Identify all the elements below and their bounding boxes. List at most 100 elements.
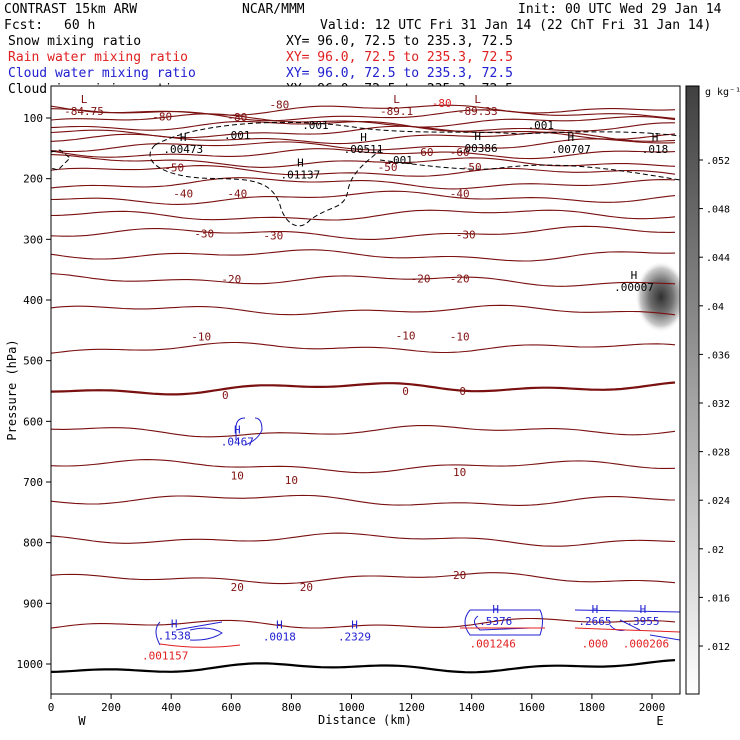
- isotherm-line: [51, 249, 676, 262]
- y-tick-label: 300: [23, 233, 43, 246]
- field-xy-snow: XY= 96.0, 72.5 to 235.3, 72.5: [286, 34, 513, 49]
- extremum-mark: H: [592, 603, 599, 616]
- field-xy-cloud-water: XY= 96.0, 72.5 to 235.3, 72.5: [286, 66, 513, 81]
- contour-value-label: -10: [450, 331, 470, 344]
- x-axis-label: Distance (km): [318, 713, 412, 727]
- plot-area: .001 .001 .001 .001 -80 -80 -80 -80 -60 -60 -50 -5…: [51, 86, 680, 694]
- y-tick-label: 200: [23, 173, 43, 186]
- isotherm-line: [51, 659, 676, 674]
- colorbar-tick-label: .04: [706, 302, 724, 313]
- x-tick-label: 200: [101, 701, 121, 714]
- isotherm-line: [51, 273, 676, 287]
- extremum-value: .00707: [551, 143, 591, 156]
- x-tick-label: 1400: [458, 701, 485, 714]
- extremum-mark: L: [81, 93, 88, 106]
- contour-value-label: 0: [402, 385, 409, 398]
- y-tick-label: 800: [23, 537, 43, 550]
- extremum-mark: H: [276, 618, 283, 631]
- field-name-rain: Rain water mixing ratio: [8, 50, 188, 65]
- extremum-mark: H: [180, 131, 187, 144]
- isotherm-line: [51, 225, 676, 240]
- isotherm-line: [51, 125, 676, 140]
- rain-water-contours: [159, 627, 680, 648]
- isotherm-line: [51, 424, 676, 438]
- y-tick-label: 400: [23, 294, 43, 307]
- extremum-value: .000206: [623, 638, 669, 651]
- y-tick-label: 100: [23, 112, 43, 125]
- init-time: Init: 00 UTC Wed 29 Jan 14: [518, 2, 722, 17]
- contour-value-label: -80: [152, 110, 172, 123]
- cloud-water-contour: [464, 609, 543, 636]
- extremum-value: .001157: [142, 650, 188, 663]
- x-tick-label: 600: [221, 701, 241, 714]
- extremum-value: .00386: [458, 142, 498, 155]
- isotherm-line: [51, 532, 676, 547]
- isotherm-line: [51, 572, 676, 585]
- cloud-water-contour: [155, 621, 223, 646]
- cloud-water-contour: [574, 609, 680, 641]
- extremum-value: .00511: [344, 143, 384, 156]
- y-tick-label: 900: [23, 597, 43, 610]
- x-tick-label: 1000: [338, 701, 365, 714]
- isotherm-line: [51, 381, 676, 396]
- contour-value-label: -40: [450, 187, 470, 200]
- extremum-value: .2329: [338, 630, 371, 643]
- extremum-mark: H: [297, 157, 304, 170]
- cloud-ice-contour: .001 .001 .001 .001: [51, 119, 680, 227]
- cloud-water-contour: [235, 417, 263, 446]
- y-axis-label: Pressure (hPa): [5, 339, 19, 440]
- snow-maximum-shading: [635, 260, 680, 333]
- extremum-value: .00473: [163, 143, 203, 156]
- contour-value-label: -30: [194, 228, 214, 241]
- colorbar-tick-label: .012: [706, 642, 730, 653]
- extremum-mark: H: [492, 603, 499, 616]
- extremum-value: .000: [582, 638, 609, 651]
- contour-value-label: -40: [173, 187, 193, 200]
- isotherm-line: [51, 304, 676, 316]
- extremum-mark: H: [234, 424, 241, 437]
- contour-value-label: -80: [269, 98, 289, 111]
- contour-value-label: -20: [411, 272, 431, 285]
- colorbar: g kg⁻¹ .012 .016 .02 .024 .028 .032 .036 .04 .04…: [685, 85, 740, 695]
- contour-value-label: -50: [378, 161, 398, 174]
- extremum-value: .1538: [158, 630, 191, 643]
- contour-value-label: 20: [231, 581, 244, 594]
- colorbar-unit: g kg⁻¹: [705, 87, 740, 98]
- extremum-mark: H: [351, 618, 358, 631]
- isotherm-line: [51, 177, 676, 190]
- y-tick-label: 600: [23, 415, 43, 428]
- snow-shading-layer: [635, 260, 680, 333]
- field-xy-rain: XY= 96.0, 72.5 to 235.3, 72.5: [286, 50, 513, 65]
- colorbar-tick-label: .036: [706, 350, 730, 361]
- cloud-ice-label: .001: [386, 154, 413, 167]
- extremum-value: -89.33: [458, 105, 498, 118]
- rain-water-contour: [159, 627, 680, 648]
- colorbar-ticks: .012 .016 .02 .024 .028 .032 .036 .04 .044 .048 .0…: [699, 156, 730, 653]
- contour-value-label: -20: [221, 273, 241, 286]
- extremum-mark: H: [568, 131, 575, 144]
- contour-value-label: -30: [456, 229, 476, 242]
- colorbar-tick-label: .044: [706, 253, 730, 264]
- contour-value-label: -20: [450, 272, 470, 285]
- fcst-value: 60 h: [64, 18, 95, 33]
- extremum-mark: H: [474, 130, 481, 143]
- extremum-mark: H: [640, 603, 647, 616]
- x-tick-label: 1200: [398, 701, 425, 714]
- extremum-value: .00007: [614, 281, 654, 294]
- contour-value-label: -30: [263, 229, 283, 242]
- extremum-value: .5376: [479, 615, 512, 628]
- extremum-value: .2665: [578, 615, 611, 628]
- contour-value-label: 20: [453, 569, 466, 582]
- contour-value-label: -60: [450, 146, 470, 159]
- x-tick-label: 400: [161, 701, 181, 714]
- colorbar-tick-label: .016: [706, 593, 730, 604]
- x-axis: 0 200 400 600 800 1000 1200 1400 1600 1800 2000: [48, 694, 665, 714]
- isotherm-line: [51, 459, 676, 474]
- colorbar-ramp: [685, 85, 700, 695]
- cloud-ice-label: .001: [528, 119, 555, 132]
- extremum-mark: H: [171, 618, 178, 631]
- east-label: E: [656, 714, 663, 728]
- contour-value-label: -80: [227, 111, 247, 124]
- colorbar-tick-label: .048: [706, 205, 730, 216]
- colorbar-tick-label: .052: [706, 156, 730, 167]
